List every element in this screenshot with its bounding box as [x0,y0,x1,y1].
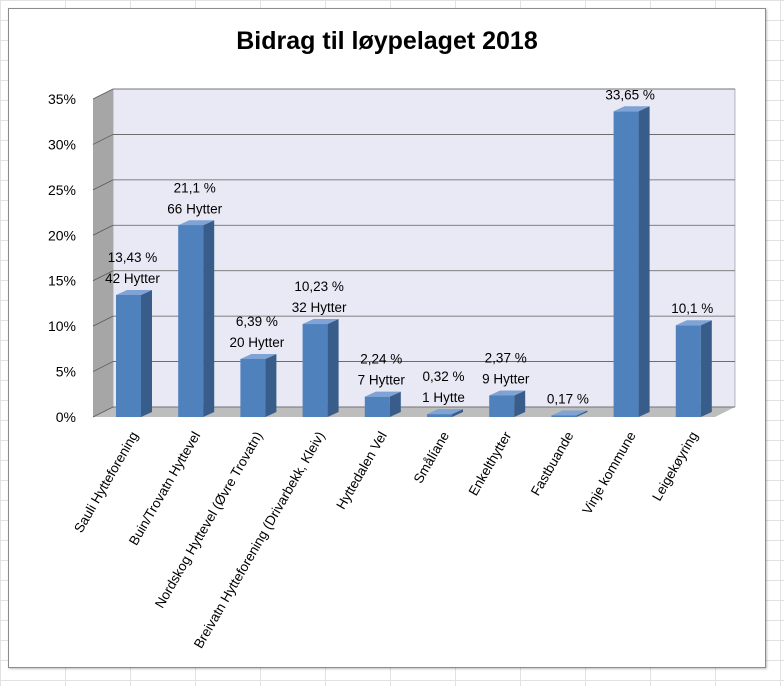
chart-frame: Bidrag til løypelaget 2018 0% 5% 10% 15% 20%… [8,8,766,668]
category-label: Smålíane [411,429,453,486]
bar-top [178,220,215,226]
data-label: 6,39 % [236,314,278,329]
data-label: 20 Hytter [230,335,285,350]
bar [302,319,339,417]
data-label: 66 Hytter [167,201,222,216]
category-label: Hyttedalen Vel [333,429,390,512]
data-label: 33,65 % [605,87,655,102]
category-label: Vinje kommune [579,429,638,517]
y-tick-label: 35% [48,91,76,107]
gridline-depth [92,88,114,100]
y-tick-label: 15% [48,273,76,289]
bar-front [551,415,577,417]
data-label: 42 Hytter [105,271,160,286]
bar-front [240,358,266,417]
y-tick-label: 30% [48,136,76,152]
bar-chart: Bidrag til løypelaget 2018 0% 5% 10% 15% 20%… [48,27,736,651]
gridline-depth [92,406,114,418]
bar [178,220,215,417]
bar [116,289,152,417]
data-label: 9 Hytter [482,371,530,386]
category-label: Nordskog Hyttevel (Øvre Trovatn) [152,429,266,611]
bar-top [364,391,401,397]
bar-top [551,410,588,416]
bar-top [427,409,463,415]
category-label: Enkelthytter [466,429,515,499]
bar [551,410,588,417]
bar-side [576,410,588,417]
bar-side [141,289,152,417]
bar-front [489,395,515,417]
y-tick-label: 25% [48,182,76,198]
data-label: 1 Hytte [422,390,465,405]
bar-top [489,390,526,396]
bar [427,409,463,417]
bar-side [452,409,463,417]
bar [613,106,650,417]
bar-front [675,325,701,417]
data-label: 32 Hytter [292,300,347,315]
bar-top [240,353,277,359]
category-label: Leigekøyring [649,429,701,503]
category-label: Fastbuande [528,429,577,498]
bar-front [364,396,390,417]
bar-front [178,225,204,417]
side-wall [93,89,113,417]
bar-side [638,106,650,417]
gridline-depth [92,134,114,145]
bar-top [613,106,650,112]
bar [675,320,712,417]
gridline-depth [92,270,114,282]
chart-title: Bidrag til løypelaget 2018 [236,27,538,55]
category-label: Breivatn Hytteforening (Drivarbekk, Klei… [191,429,328,651]
bar-front [116,294,141,417]
bar-side [514,390,526,417]
bar [240,353,277,417]
bar-front [302,324,328,417]
y-tick-label: 0% [56,409,76,425]
data-label: 0,17 % [547,391,589,406]
bar-side [700,320,712,417]
category-label: Buin/Trovatn Hyttevel [126,429,203,548]
data-label: 13,43 % [108,250,158,265]
gridline-depth [92,315,114,327]
y-tick-label: 10% [48,318,76,334]
gridline-depth [92,224,114,236]
bar [364,391,401,417]
y-axis-ticks: 0% 5% 10% 15% 20% 25% 30% 35% [48,91,76,425]
y-tick-label: 5% [56,364,76,380]
data-labels: 42 Hytter 13,43 % 66 Hytter 21,1 % 20 Hytter… [105,87,713,406]
bar-top [302,319,339,325]
bar-front [613,111,639,417]
bar-top [675,320,712,326]
bars [116,106,712,417]
gridline-depth [92,179,114,191]
bar-side [327,319,339,417]
y-tick-label: 20% [48,227,76,243]
gridline-depth [92,361,114,372]
data-label: 2,37 % [485,350,527,365]
category-label: Sauli Hytteforening [71,429,141,535]
bar-top [116,289,152,295]
data-label: 10,23 % [294,279,344,294]
data-label: 7 Hytter [358,373,406,388]
data-label: 10,1 % [671,301,713,316]
data-label: 21,1 % [174,180,216,195]
bar-front [427,414,452,417]
bar-side [203,220,215,417]
data-label: 2,24 % [360,352,402,367]
bar-side [265,353,277,417]
bar [489,390,526,417]
bar-side [389,391,401,417]
data-label: 0,32 % [422,369,464,384]
